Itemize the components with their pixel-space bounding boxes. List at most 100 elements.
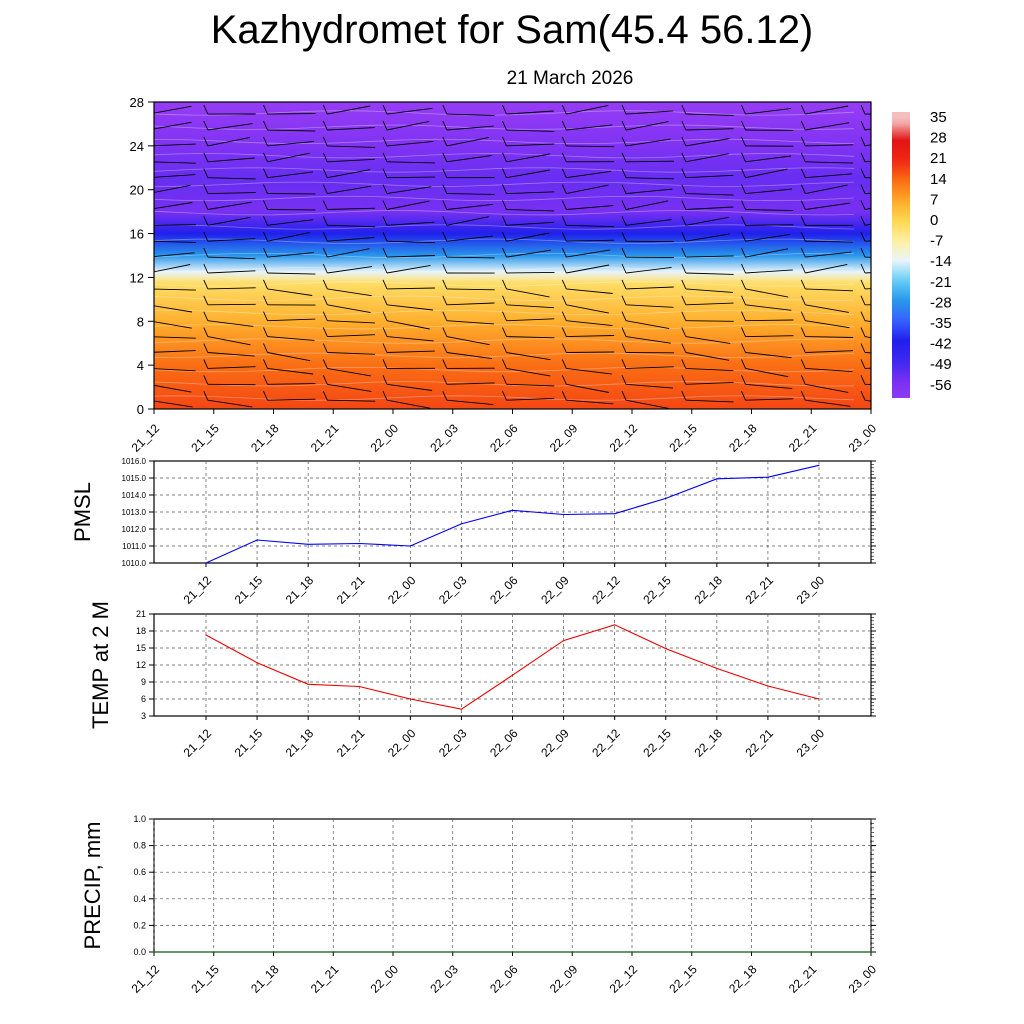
wind-barb: [267, 288, 313, 296]
wind-barb: [506, 397, 555, 401]
wind-barb: [327, 288, 372, 297]
x-tick-label: 21_18: [248, 962, 282, 996]
wind-barb: [386, 320, 430, 330]
wind-barb: [685, 174, 734, 179]
x-tick-label: 22_18: [691, 726, 725, 760]
data-point: [571, 951, 573, 953]
wind-barb-feather: [502, 375, 507, 385]
wind-barb-feather: [144, 375, 148, 384]
wind-barb-feather: [741, 152, 746, 162]
wind-barb-feather: [203, 120, 209, 131]
wind-barb-feather: [382, 359, 388, 369]
wind-barb: [566, 288, 613, 294]
wind-barb: [386, 240, 435, 244]
x-tick-label: 22_18: [726, 421, 760, 455]
wind-barb-feather: [203, 295, 209, 305]
y-axis-title: PRECIP, mm: [80, 822, 105, 950]
wind-barb-feather: [561, 311, 567, 321]
wind-barb: [685, 128, 734, 131]
x-tick-label: 22_00: [368, 421, 402, 455]
isotherm-line: [154, 281, 855, 287]
isotherm-line: [154, 195, 855, 202]
wind-barb: [386, 264, 431, 274]
x-tick-label: 22_06: [487, 726, 521, 760]
wind-barb: [685, 320, 734, 322]
wind-barb-feather: [144, 344, 148, 353]
wind-barb: [207, 352, 255, 357]
wind-barb-feather: [860, 327, 866, 337]
wind-barb-feather: [860, 232, 866, 242]
x-tick-label: 22_00: [385, 573, 419, 607]
wind-barb: [685, 302, 734, 306]
wind-barb: [386, 221, 435, 226]
wind-barb-feather: [681, 104, 687, 115]
wind-barb: [446, 302, 495, 306]
wind-barb: [207, 320, 254, 327]
wind-barb: [386, 107, 433, 115]
wind-barb: [506, 271, 555, 274]
wind-barb-feather: [502, 295, 507, 305]
wind-barb: [506, 288, 550, 298]
wind-barb: [685, 255, 734, 258]
wind-barb: [267, 171, 314, 179]
wind-barb: [506, 383, 555, 387]
wind-barb: [745, 155, 792, 163]
wind-barb-feather: [681, 279, 687, 290]
wind-barb-feather: [681, 295, 687, 305]
isotherm-lines: [154, 110, 855, 401]
wind-barb: [154, 174, 196, 178]
colorbar: 35 28 21 14 7 0 -7 -14 -21 -28 -35 -42 -49 -56: [892, 109, 952, 398]
wind-barb-feather: [382, 391, 388, 401]
wind-barb: [805, 336, 854, 338]
wind-barb-feather: [442, 343, 448, 353]
wind-barb: [805, 105, 849, 115]
wind-barb-feather: [681, 136, 687, 147]
wind-barb: [446, 320, 495, 325]
x-tick-label: 21_12: [129, 421, 163, 455]
wind-barb: [267, 219, 314, 226]
wind-barb: [446, 125, 494, 131]
x-tick-label: 21_12: [181, 573, 215, 607]
x-tick-label: 22_06: [487, 573, 521, 607]
wind-barb-feather: [382, 216, 388, 226]
wind-barb: [154, 305, 193, 313]
data-point: [511, 509, 514, 511]
data-point: [870, 951, 872, 953]
wind-barb: [506, 304, 554, 309]
isotherm-line: [154, 153, 855, 159]
wind-barb: [685, 233, 730, 242]
data-point: [332, 951, 334, 953]
wind-barb: [327, 224, 376, 228]
wind-barb-feather: [382, 327, 388, 337]
wind-barb-feather: [860, 375, 866, 385]
wind-barb: [446, 352, 493, 360]
wind-barb-feather: [621, 311, 627, 321]
wind-barb-feather: [860, 247, 866, 258]
wind-barb-feather: [741, 168, 746, 178]
wind-barb: [154, 240, 196, 243]
wind-barb: [506, 110, 554, 115]
wind-barb-feather: [263, 295, 268, 305]
wind-barb: [566, 224, 615, 228]
wind-barb: [745, 352, 792, 359]
wind-barb-feather: [800, 375, 806, 385]
data-point: [358, 542, 360, 545]
wind-barb: [566, 145, 615, 148]
data-point: [716, 667, 718, 670]
wind-barb: [327, 105, 371, 115]
wind-barb: [154, 350, 196, 353]
wind-barb: [506, 143, 555, 147]
wind-barb-feather: [860, 295, 866, 305]
data-point: [563, 513, 565, 516]
y-tick-label: 0.2: [133, 920, 146, 930]
wind-barb: [805, 350, 854, 353]
wind-barb-feather: [322, 279, 328, 290]
colorbar-label: 0: [930, 212, 938, 229]
data-point: [750, 951, 753, 953]
wind-barb-feather: [502, 136, 507, 147]
x-tick-label: 22_03: [436, 573, 470, 607]
y-axis-title: PMSL: [70, 482, 95, 542]
isotherm-line: [154, 224, 855, 230]
wind-barb-feather: [502, 184, 507, 194]
wind-barb-feather: [681, 168, 687, 178]
